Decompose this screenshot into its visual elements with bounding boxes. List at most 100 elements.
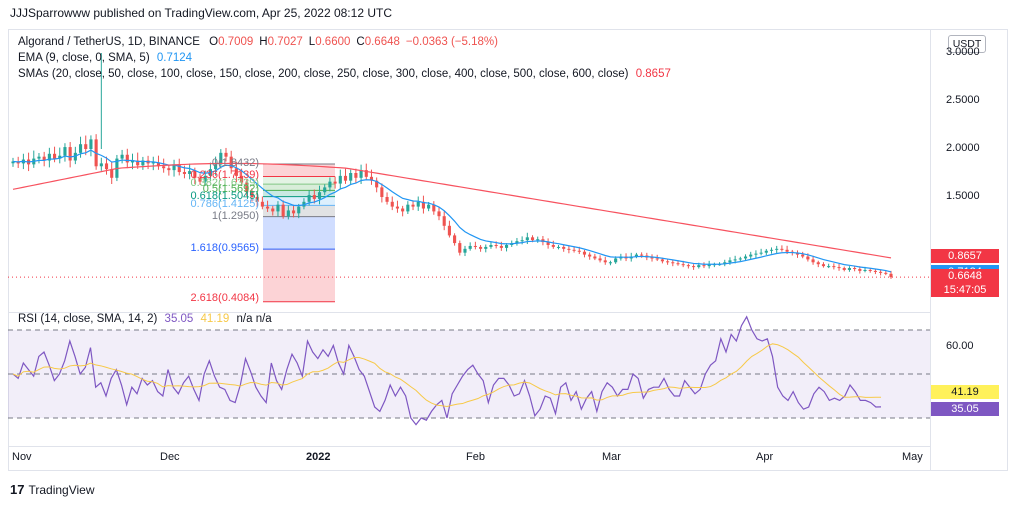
tv-logo-icon: 17: [10, 482, 25, 497]
candle-body: [245, 182, 249, 193]
time-tick-label: Nov: [12, 451, 32, 463]
pane-divider: [8, 312, 930, 313]
candle-body: [536, 239, 540, 241]
candle-body: [551, 245, 555, 247]
candle-body: [738, 258, 742, 260]
sma-value: 0.8657: [635, 68, 671, 80]
candle-body: [473, 245, 477, 247]
candle-body: [484, 246, 488, 249]
candle-body: [868, 269, 872, 271]
candle-body: [421, 201, 425, 209]
publish-attribution: JJJSparrowww published on TradingView.co…: [10, 6, 392, 20]
candle-body: [743, 256, 748, 259]
legend-sma-line[interactable]: SMAs (20, close, 50, close, 100, close, …: [18, 68, 671, 80]
candle-body: [697, 265, 701, 268]
candle-body: [546, 242, 550, 245]
candle-body: [349, 173, 353, 181]
symbol-title[interactable]: Algorand / TetherUS, 1D, BINANCE: [18, 36, 200, 48]
candle-body: [167, 168, 171, 171]
candle-body: [63, 147, 67, 156]
fib-zone: [263, 190, 335, 197]
candle-body: [37, 156, 41, 159]
candle-body: [525, 237, 529, 241]
candle-body: [577, 250, 581, 252]
sma-line: [12, 162, 892, 259]
candle-body: [47, 153, 51, 161]
candle-body: [427, 204, 431, 209]
fib-label: 0(1.8432): [211, 157, 259, 170]
price-tick-label: 1.5000: [946, 190, 980, 202]
fib-label: 1(1.2950): [211, 209, 259, 222]
rsi-line: [12, 315, 882, 426]
candle-body: [530, 237, 535, 241]
price-tag: 0.8657: [931, 248, 999, 263]
candle-body: [692, 266, 696, 268]
candle-body: [281, 204, 285, 217]
price-tick-label: 3.0000: [946, 46, 980, 58]
fib-zone: [263, 184, 335, 191]
candle-body: [286, 210, 290, 217]
candle-body: [177, 164, 181, 173]
candle-body: [504, 245, 509, 248]
currency-button[interactable]: USDT: [948, 35, 986, 53]
ohlc-item: H0.7027: [259, 36, 303, 48]
time-tick-label: Apr: [756, 451, 774, 463]
candle-body: [385, 197, 389, 202]
candle-body: [749, 254, 753, 257]
candle-body: [614, 258, 618, 263]
candle-body: [827, 266, 831, 268]
candle-body: [567, 248, 571, 250]
candle-body: [759, 252, 763, 254]
candle-body: [437, 211, 441, 217]
candle-body: [369, 176, 374, 181]
rsi-value: 35.05: [164, 313, 194, 325]
candle-body: [125, 154, 129, 163]
price-tick-label: 2.5000: [946, 94, 980, 106]
candle-body: [141, 160, 145, 166]
candle-body: [801, 254, 805, 257]
candle-body: [260, 201, 264, 207]
candle-body: [11, 161, 15, 164]
candle-body: [847, 268, 851, 270]
fib-zone: [263, 249, 335, 302]
tv-brand-text: TradingView: [28, 483, 95, 497]
price-tick-label: 2.0000: [946, 142, 980, 154]
candle-body: [806, 256, 810, 260]
candle-body: [873, 270, 877, 272]
candle-body: [463, 248, 467, 253]
candle-body: [686, 265, 690, 267]
ema-value: 0.7124: [156, 52, 193, 64]
legend-symbol-line: Algorand / TetherUS, 1D, BINANCE O0.7009…: [18, 36, 498, 48]
candle-body: [136, 160, 140, 166]
candle-body: [655, 258, 659, 260]
candle-body: [582, 251, 587, 255]
ema-label: EMA (9, close, 0, SMA, 5): [18, 52, 150, 64]
candle-body: [842, 268, 846, 270]
candle-body: [479, 246, 483, 249]
candle-body: [53, 153, 57, 159]
candle-body: [380, 187, 384, 197]
price-tag: 0.6648: [931, 269, 999, 284]
candle-body: [572, 249, 576, 251]
candle-body: [198, 177, 202, 182]
price-tag: 15:47:05: [931, 283, 999, 298]
candle-body: [250, 192, 254, 197]
ohlc-item: L0.6600: [308, 36, 351, 48]
candle-body: [78, 144, 83, 153]
candle-body: [234, 168, 238, 176]
legend-ema-line[interactable]: EMA (9, close, 0, SMA, 5) 0.7124: [18, 52, 192, 64]
rsi-tag: 41.19: [931, 385, 999, 400]
price-axis-divider: [930, 29, 931, 471]
time-tick-label: Dec: [160, 451, 180, 463]
rsi-legend[interactable]: RSI (14, close, SMA, 14, 2) 35.05 41.19 …: [18, 313, 272, 325]
fib-label: 1.618(0.9565): [190, 242, 260, 255]
candle-body: [354, 173, 358, 178]
candle-body: [453, 235, 457, 244]
candle-body: [707, 264, 711, 267]
candle-body: [816, 262, 820, 265]
chart-canvas[interactable]: [8, 29, 1008, 471]
rsi-label: RSI (14, close, SMA, 14, 2): [18, 313, 158, 325]
candle-body: [489, 245, 493, 247]
tradingview-logo[interactable]: 17 TradingView: [10, 482, 95, 497]
candle-body: [224, 152, 228, 157]
